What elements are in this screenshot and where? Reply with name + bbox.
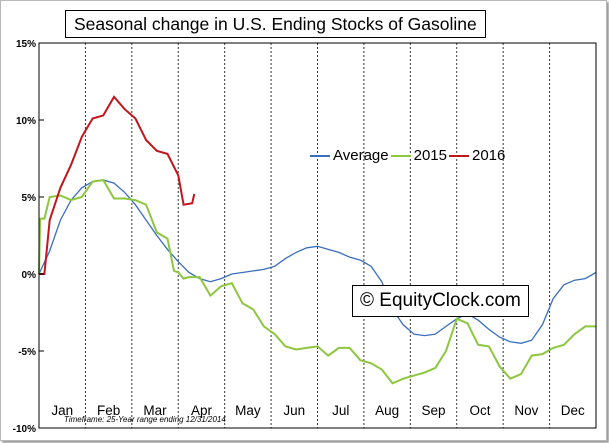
month-label-may: May xyxy=(235,403,261,418)
y-tick-label: 5% xyxy=(22,193,37,204)
month-label-aug: Aug xyxy=(375,403,399,418)
legend-swatch-2016 xyxy=(448,154,469,157)
month-label-jun: Jun xyxy=(283,403,305,418)
legend-item-2016: 2016 xyxy=(448,147,506,164)
legend-item-average: Average xyxy=(310,147,389,164)
month-label-jan: Jan xyxy=(51,403,73,418)
series-line-2015 xyxy=(38,179,596,385)
y-tick-label: 0% xyxy=(22,270,37,281)
legend-swatch-2015 xyxy=(390,154,411,157)
legend-label-2016: 2016 xyxy=(471,147,506,164)
legend-label-average: Average xyxy=(333,147,389,164)
equityclock-watermark: © EquityClock.com xyxy=(352,285,529,317)
y-tick-label: -10% xyxy=(13,424,36,435)
legend-swatch-average xyxy=(310,154,330,157)
month-label-dec: Dec xyxy=(561,403,585,418)
grid-layer xyxy=(84,43,551,428)
chart-title: Seasonal change in U.S. Ending Stocks of… xyxy=(65,10,486,38)
y-tick-label: -5% xyxy=(18,347,36,358)
month-label-mar: Mar xyxy=(143,403,167,418)
month-label-feb: Feb xyxy=(97,403,120,418)
y-tick-label: 15% xyxy=(16,39,36,50)
timeframe-footnote: Timeframe: 25-Year range ending 12/31/20… xyxy=(64,415,226,424)
plot-border xyxy=(38,42,597,429)
legend: Average 2015 2016 xyxy=(310,147,507,164)
legend-item-2015: 2015 xyxy=(390,147,447,164)
series-line-average xyxy=(38,179,597,344)
axis-layer: Jan Feb Mar Apr May Jun Jul Aug Sep Oct Nov Dec 15% 1… xyxy=(13,39,597,435)
month-label-sep: Sep xyxy=(422,403,446,418)
month-label-nov: Nov xyxy=(514,403,538,418)
series-layer xyxy=(38,95,597,385)
month-label-jul: Jul xyxy=(332,403,349,418)
y-tick-label: 10% xyxy=(16,116,36,127)
month-label-oct: Oct xyxy=(469,403,490,418)
series-line-2016 xyxy=(39,95,196,275)
legend-label-2015: 2015 xyxy=(413,147,447,164)
month-label-apr: Apr xyxy=(191,403,213,418)
